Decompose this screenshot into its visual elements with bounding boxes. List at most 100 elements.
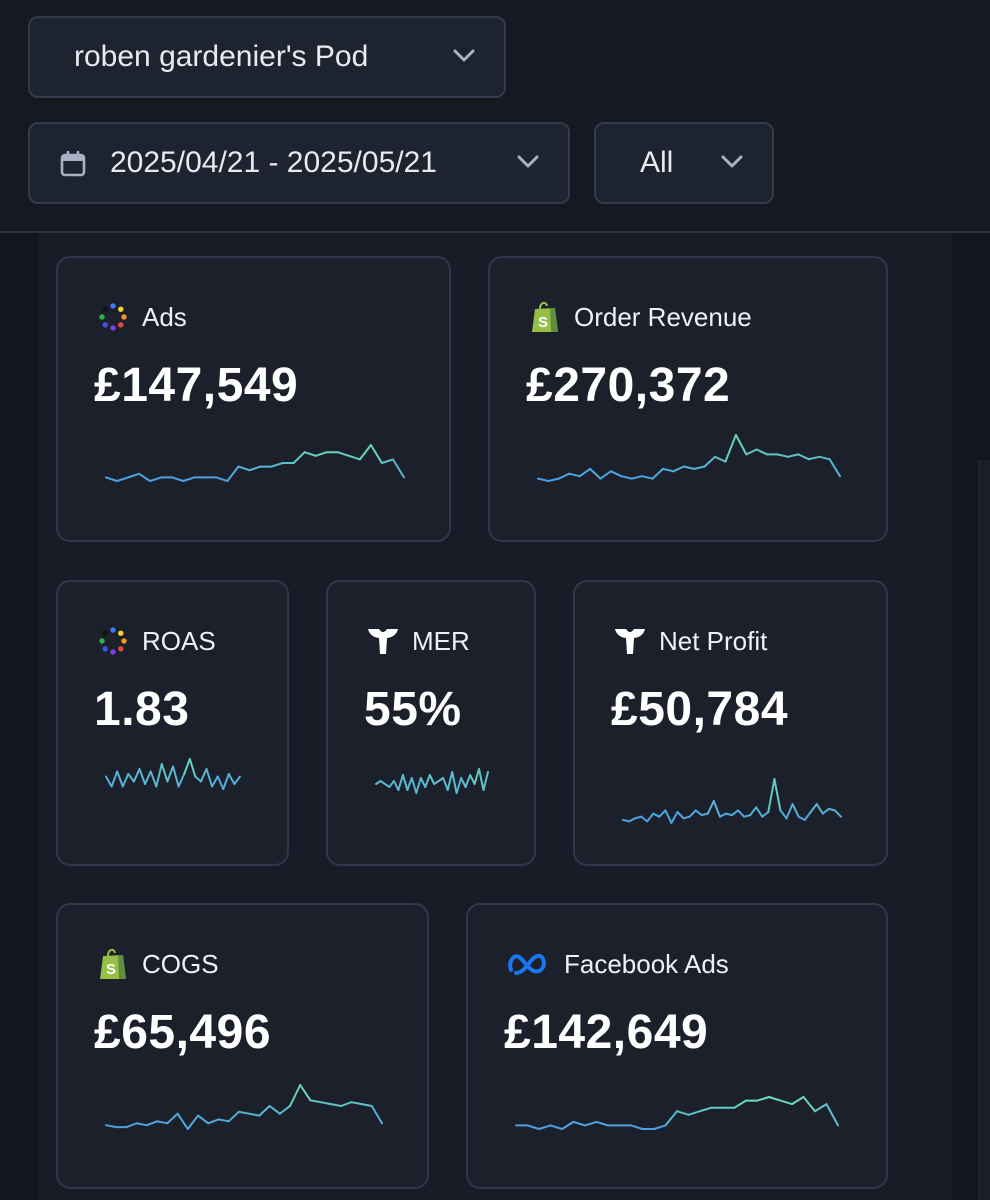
- sparkline-segment: [658, 809, 667, 818]
- sparkline-segment: [733, 1099, 747, 1109]
- sparkline-segment: [205, 768, 214, 788]
- metric-card-mer[interactable]: MER 55%: [326, 580, 536, 866]
- sparkline-segment: [172, 765, 180, 788]
- sparkline-segment: [537, 477, 550, 482]
- sparkline-segment: [149, 476, 163, 482]
- metric-label: COGS: [142, 948, 219, 979]
- metric-label: ROAS: [142, 625, 216, 656]
- sparkline-segment: [314, 451, 328, 457]
- sparkline-segment: [676, 1110, 690, 1116]
- sparkline-segment: [652, 812, 661, 818]
- metric-card-net-profit[interactable]: Net Profit £50,784: [573, 580, 888, 866]
- sparkline-segment: [584, 1120, 598, 1127]
- sparkline-segment: [807, 455, 821, 461]
- ads-dots-icon: [94, 622, 132, 660]
- metric-card-order-revenue[interactable]: S Order Revenue £270,372: [488, 256, 888, 542]
- sparkline-segment: [464, 774, 472, 788]
- sparkline-segment: [664, 1110, 678, 1127]
- sparkline-segment: [651, 467, 664, 480]
- sparkline-segment: [132, 768, 141, 783]
- sparkline-segment: [207, 1118, 220, 1125]
- sparkline-segment: [821, 807, 830, 815]
- sparkline-segment: [455, 777, 463, 794]
- metric-value: £270,372: [526, 359, 731, 412]
- sparkline-segment: [706, 800, 715, 815]
- sparkline-segment: [442, 777, 449, 791]
- metric-label: Facebook Ads: [564, 948, 729, 979]
- sparkline-segment: [547, 477, 560, 482]
- shopify-bag-icon: S: [94, 945, 132, 983]
- sparkline-segment: [336, 451, 350, 457]
- sparkline-segment: [350, 1101, 363, 1106]
- sparkline-segment: [646, 812, 655, 823]
- sparkline-segment: [380, 458, 394, 464]
- sparkline-segment: [672, 465, 685, 473]
- sparkline: [105, 444, 405, 482]
- sparkline-segment: [641, 475, 654, 480]
- metric-value: £65,496: [94, 1006, 272, 1059]
- sparkline-segment: [662, 467, 675, 473]
- sparkline-segment: [814, 1103, 828, 1113]
- sparkline-segment: [737, 809, 746, 818]
- triple-whale-icon: [364, 622, 402, 660]
- sparkline-segment: [340, 1101, 353, 1107]
- sparkline-segment: [802, 1096, 816, 1113]
- sparkline: [515, 1096, 839, 1130]
- sparkline-segment: [222, 773, 230, 790]
- sparkline-segment: [731, 809, 740, 817]
- metric-card-ads[interactable]: Ads £147,549: [56, 256, 451, 542]
- sparkline-segment: [670, 811, 679, 824]
- sparkline-segment: [818, 455, 831, 461]
- sparkline-segment: [138, 472, 152, 482]
- date-range-picker[interactable]: 2025/04/21 - 2025/05/21: [28, 122, 570, 204]
- sparkline-segment: [406, 777, 413, 791]
- sparkline-segment: [186, 1114, 199, 1130]
- sparkline-segment: [105, 476, 118, 482]
- metric-value: £147,549: [94, 359, 299, 412]
- scrollbar[interactable]: [978, 460, 990, 1200]
- sparkline-segment: [628, 817, 637, 823]
- sparkline-segment: [595, 1120, 609, 1127]
- sparkline-segment: [156, 1120, 169, 1125]
- metric-value: 1.83: [94, 683, 190, 736]
- metric-card-cogs[interactable]: S COGS £65,496: [56, 903, 429, 1189]
- sparkline-segment: [478, 768, 485, 791]
- metric-card-roas[interactable]: ROAS 1.83: [56, 580, 289, 866]
- sparkline-segment: [278, 1105, 291, 1115]
- metric-label: Order Revenue: [574, 301, 752, 332]
- sparkline-segment: [833, 809, 842, 818]
- sparkline: [622, 778, 842, 824]
- sparkline-segment: [116, 476, 130, 482]
- sparkline-segment: [299, 1084, 312, 1102]
- sparkline: [105, 758, 241, 790]
- pod-selector-dropdown[interactable]: roben gardenier's Pod: [28, 16, 506, 98]
- sparkline-segment: [121, 773, 130, 788]
- filter-dropdown[interactable]: All: [594, 122, 774, 204]
- metric-value: £50,784: [611, 683, 789, 736]
- sparkline-segment: [105, 1124, 118, 1129]
- sparkline-segment: [779, 809, 788, 820]
- sparkline-segment: [451, 771, 458, 794]
- sparkline-segment: [177, 773, 186, 788]
- sparkline-segment: [786, 453, 800, 458]
- sparkline-segment: [197, 1114, 210, 1125]
- sparkline-segment: [171, 476, 185, 482]
- meta-logo-icon: [504, 945, 554, 983]
- sparkline-segment: [415, 777, 422, 794]
- sparkline-segment: [724, 812, 733, 817]
- metric-label: MER: [412, 625, 470, 656]
- sparkline-segment: [358, 444, 372, 461]
- sparkline-segment: [609, 470, 623, 478]
- sparkline-segment: [469, 774, 476, 785]
- sparkline-segment: [699, 1106, 713, 1113]
- metric-card-facebook-ads[interactable]: Facebook Ads £142,649: [466, 903, 888, 1189]
- metric-label: Ads: [142, 301, 187, 332]
- sparkline-segment: [419, 777, 427, 788]
- metric-label: Net Profit: [659, 625, 768, 656]
- sparkline-segment: [755, 448, 769, 456]
- sparkline-segment: [791, 1096, 805, 1106]
- sparkline-segment: [620, 475, 633, 480]
- sparkline-segment: [718, 812, 727, 818]
- sparkline-segment: [688, 809, 697, 818]
- sparkline-segment: [634, 815, 643, 820]
